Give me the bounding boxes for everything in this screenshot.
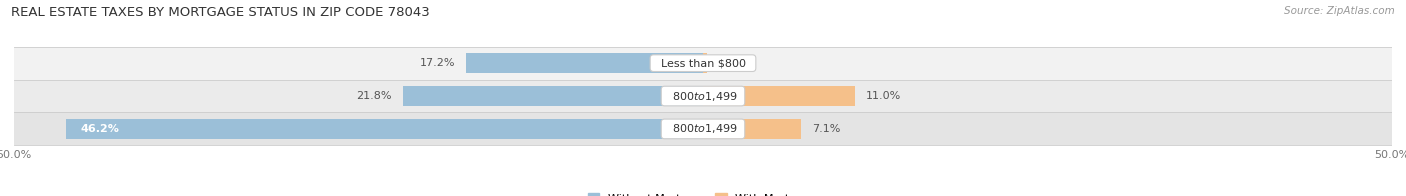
Text: 11.0%: 11.0% [866,91,901,101]
Text: Less than $800: Less than $800 [654,58,752,68]
Bar [14,47,1392,80]
Bar [465,53,703,73]
Text: 21.8%: 21.8% [356,91,392,101]
Bar [703,119,801,139]
Text: 17.2%: 17.2% [419,58,456,68]
Text: 7.1%: 7.1% [811,124,841,134]
Bar [703,86,855,106]
Text: 0.32%: 0.32% [718,58,754,68]
Text: REAL ESTATE TAXES BY MORTGAGE STATUS IN ZIP CODE 78043: REAL ESTATE TAXES BY MORTGAGE STATUS IN … [11,6,430,19]
Text: $800 to $1,499: $800 to $1,499 [665,90,741,103]
Bar [14,113,1392,145]
Text: 46.2%: 46.2% [80,124,120,134]
Legend: Without Mortgage, With Mortgage: Without Mortgage, With Mortgage [588,192,818,196]
Bar [703,53,707,73]
Bar [66,119,703,139]
Bar [14,80,1392,113]
Text: $800 to $1,499: $800 to $1,499 [665,122,741,135]
Text: Source: ZipAtlas.com: Source: ZipAtlas.com [1284,6,1395,16]
Bar [402,86,703,106]
